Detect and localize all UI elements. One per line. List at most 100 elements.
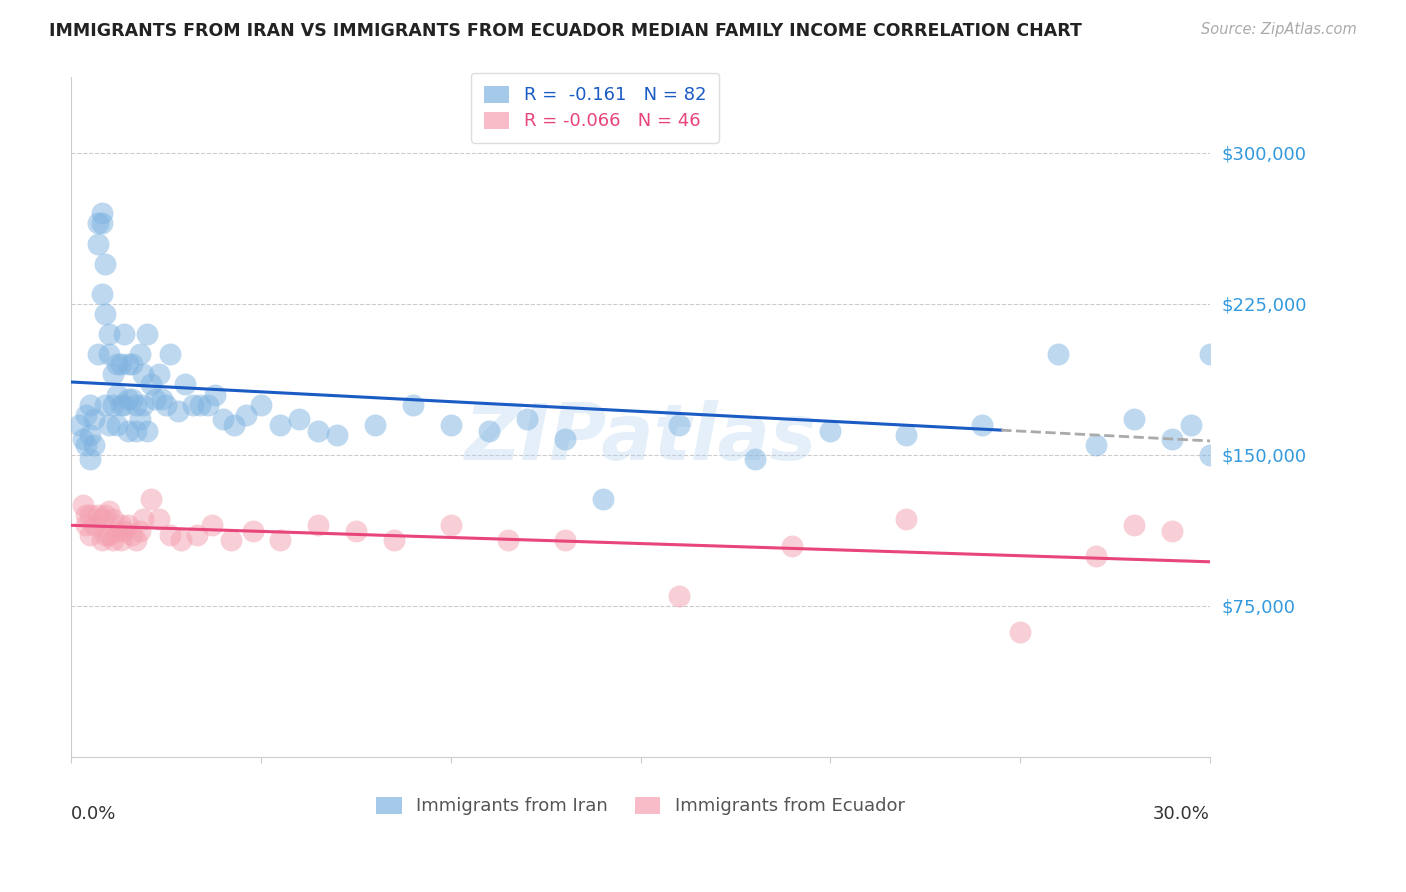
Point	[117, 357, 139, 371]
Point	[235, 408, 257, 422]
Point	[159, 528, 181, 542]
Point	[125, 424, 148, 438]
Point	[79, 528, 101, 542]
Point	[87, 347, 110, 361]
Point	[125, 533, 148, 547]
Point	[75, 408, 97, 422]
Point	[174, 377, 197, 392]
Point	[212, 411, 235, 425]
Point	[101, 533, 124, 547]
Point	[94, 257, 117, 271]
Point	[1047, 347, 1070, 361]
Point	[132, 368, 155, 382]
Point	[112, 398, 135, 412]
Point	[224, 417, 246, 432]
Point	[197, 398, 219, 412]
Point	[83, 518, 105, 533]
Point	[94, 508, 117, 523]
Point	[139, 377, 162, 392]
Point	[79, 427, 101, 442]
Point	[382, 533, 405, 547]
Point	[1199, 347, 1222, 361]
Point	[94, 528, 117, 542]
Text: 0.0%: 0.0%	[72, 805, 117, 822]
Point	[496, 533, 519, 547]
Point	[201, 518, 224, 533]
Point	[440, 518, 463, 533]
Point	[112, 327, 135, 342]
Point	[79, 452, 101, 467]
Point	[128, 411, 150, 425]
Point	[288, 411, 311, 425]
Point	[136, 327, 159, 342]
Point	[188, 398, 211, 412]
Point	[90, 216, 112, 230]
Point	[554, 533, 576, 547]
Point	[79, 398, 101, 412]
Point	[516, 411, 538, 425]
Point	[105, 357, 128, 371]
Point	[125, 398, 148, 412]
Point	[98, 528, 121, 542]
Point	[186, 528, 208, 542]
Point	[132, 512, 155, 526]
Point	[105, 524, 128, 539]
Point	[79, 508, 101, 523]
Point	[132, 398, 155, 412]
Point	[668, 417, 690, 432]
Point	[98, 347, 121, 361]
Point	[344, 524, 367, 539]
Point	[87, 508, 110, 523]
Point	[554, 432, 576, 446]
Point	[101, 398, 124, 412]
Text: ZIPatlas: ZIPatlas	[464, 400, 817, 475]
Point	[744, 452, 766, 467]
Point	[159, 347, 181, 361]
Point	[478, 424, 501, 438]
Point	[87, 236, 110, 251]
Point	[820, 424, 842, 438]
Point	[166, 403, 188, 417]
Point	[1085, 549, 1108, 563]
Point	[143, 392, 166, 406]
Point	[402, 398, 425, 412]
Point	[668, 589, 690, 603]
Text: 30.0%: 30.0%	[1153, 805, 1211, 822]
Point	[101, 512, 124, 526]
Point	[83, 411, 105, 425]
Point	[326, 427, 349, 442]
Point	[1199, 448, 1222, 462]
Point	[307, 424, 329, 438]
Point	[121, 357, 143, 371]
Point	[90, 512, 112, 526]
Point	[896, 427, 918, 442]
Point	[67, 417, 90, 432]
Point	[364, 417, 387, 432]
Point	[250, 398, 273, 412]
Point	[72, 432, 94, 446]
Point	[105, 387, 128, 401]
Point	[1085, 438, 1108, 452]
Point	[98, 327, 121, 342]
Point	[75, 438, 97, 452]
Point	[128, 347, 150, 361]
Point	[972, 417, 994, 432]
Point	[1180, 417, 1202, 432]
Point	[170, 533, 193, 547]
Point	[1010, 625, 1032, 640]
Point	[1123, 411, 1146, 425]
Point	[105, 417, 128, 432]
Point	[1123, 518, 1146, 533]
Point	[75, 508, 97, 523]
Point	[110, 357, 132, 371]
Point	[1161, 432, 1184, 446]
Point	[98, 504, 121, 518]
Point	[117, 424, 139, 438]
Point	[204, 387, 226, 401]
Point	[72, 498, 94, 512]
Point	[110, 518, 132, 533]
Point	[112, 524, 135, 539]
Point	[98, 417, 121, 432]
Point	[101, 368, 124, 382]
Point	[90, 286, 112, 301]
